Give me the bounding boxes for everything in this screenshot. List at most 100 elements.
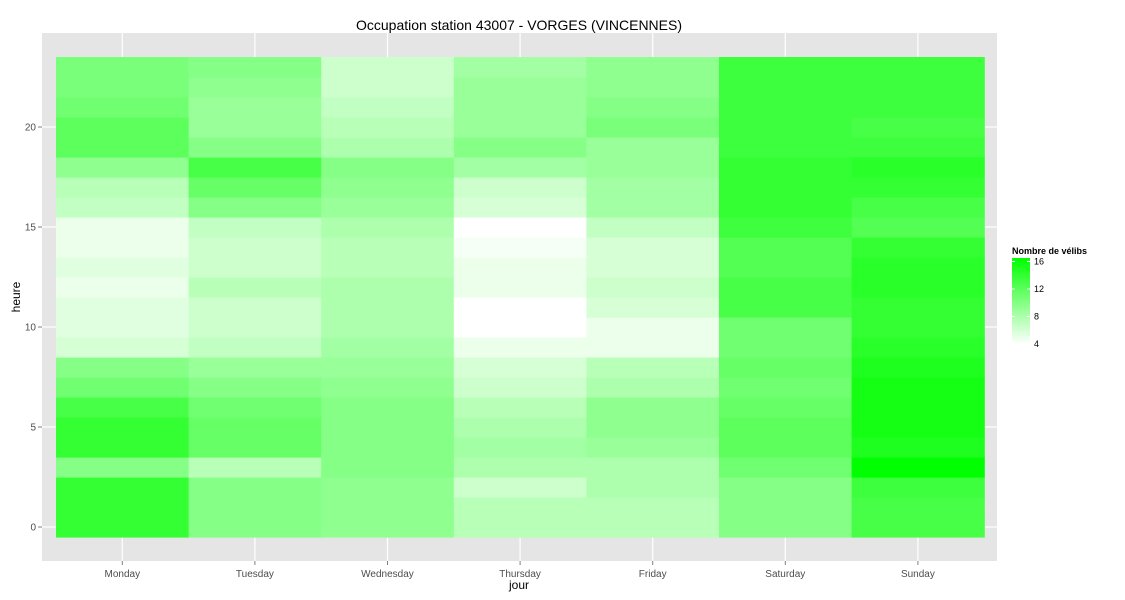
heatmap-tile xyxy=(56,397,190,418)
heatmap-tile xyxy=(56,257,190,278)
heatmap-tile xyxy=(851,57,985,78)
heatmap-tile xyxy=(851,457,985,478)
heatmap-tile xyxy=(719,237,853,258)
legend-color-step xyxy=(1012,316,1030,319)
heatmap-tile xyxy=(453,137,587,158)
heatmap-tile xyxy=(321,177,455,198)
heatmap-tile xyxy=(188,197,322,218)
heatmap-tile xyxy=(188,297,322,318)
heatmap-tile xyxy=(56,517,190,538)
legend-color-step xyxy=(1012,260,1030,263)
heatmap-tile xyxy=(719,137,853,158)
heatmap-tile xyxy=(321,517,455,538)
heatmap-tile xyxy=(321,237,455,258)
heatmap-tile xyxy=(851,517,985,538)
heatmap-tile xyxy=(453,117,587,138)
heatmap-tile xyxy=(321,317,455,338)
heatmap-tile xyxy=(56,437,190,458)
heatmap-tile xyxy=(56,137,190,158)
heatmap-tile xyxy=(453,377,587,398)
heatmap-tile xyxy=(851,397,985,418)
legend-color-step xyxy=(1012,298,1030,302)
legend-color-step xyxy=(1012,283,1030,287)
heatmap-tile xyxy=(851,337,985,358)
legend-color-step xyxy=(1012,337,1030,341)
heatmap-tile xyxy=(719,437,853,458)
legend-color-step xyxy=(1012,275,1030,278)
legend-color-step xyxy=(1012,273,1030,276)
heatmap-tile xyxy=(321,297,455,318)
heatmap-tile xyxy=(56,417,190,438)
heatmap-tile xyxy=(719,477,853,498)
legend-color-step xyxy=(1012,339,1030,343)
heatmap-tile xyxy=(321,257,455,278)
heatmap-tile xyxy=(719,257,853,278)
x-tick-label: Friday xyxy=(639,569,667,580)
plot-panel xyxy=(42,33,997,561)
heatmap-tile xyxy=(453,457,587,478)
heatmap-tile xyxy=(56,377,190,398)
legend-tick-label: 4 xyxy=(1034,339,1039,349)
heatmap-tile xyxy=(586,457,720,478)
heatmap-tile xyxy=(56,457,190,478)
heatmap-tile xyxy=(586,417,720,438)
heatmap-tile xyxy=(453,217,587,238)
heatmap-tile xyxy=(321,137,455,158)
heatmap-tile xyxy=(851,137,985,158)
legend-color-step xyxy=(1012,335,1030,339)
x-axis-label: jour xyxy=(508,578,529,592)
legend-color-step xyxy=(1012,331,1030,334)
heatmap-tile xyxy=(719,497,853,518)
heatmap-tile xyxy=(321,97,455,118)
heatmap-tile xyxy=(586,517,720,538)
legend-color-step xyxy=(1012,326,1030,330)
legend-tick-label: 12 xyxy=(1034,284,1044,294)
heatmap-tile xyxy=(321,217,455,238)
heatmap-tile xyxy=(719,217,853,238)
heatmap-tile xyxy=(586,437,720,458)
heatmap-tile xyxy=(851,417,985,438)
heatmap-tile xyxy=(719,157,853,178)
heatmap-tile xyxy=(188,377,322,398)
heatmap-tile xyxy=(188,517,322,538)
heatmap-tile xyxy=(719,357,853,378)
heatmap-tile xyxy=(586,317,720,338)
legend-tick-label: 8 xyxy=(1034,311,1039,321)
heatmap-tile xyxy=(321,357,455,378)
heatmap-tile xyxy=(453,297,587,318)
heatmap-tile xyxy=(453,437,587,458)
heatmap-tile xyxy=(321,377,455,398)
heatmap-tile xyxy=(719,77,853,98)
heatmap-tile xyxy=(188,177,322,198)
heatmap-tile xyxy=(851,177,985,198)
legend-color-step xyxy=(1012,333,1030,336)
heatmap-tile xyxy=(453,337,587,358)
heatmap-tile xyxy=(188,157,322,178)
heatmap-tile xyxy=(586,297,720,318)
y-tick-label: 15 xyxy=(25,223,37,234)
heatmap-tile xyxy=(719,377,853,398)
heatmap-tile xyxy=(56,277,190,298)
x-tick-label: Thursday xyxy=(499,569,541,580)
heatmap-tile xyxy=(719,277,853,298)
heatmap-tile xyxy=(188,337,322,358)
heatmap-tile xyxy=(188,237,322,258)
heatmap-tile xyxy=(321,457,455,478)
heatmap-tile xyxy=(719,117,853,138)
legend-color-step xyxy=(1012,341,1030,345)
legend-color-step xyxy=(1012,318,1030,321)
heatmap-tile xyxy=(453,177,587,198)
legend-color-step xyxy=(1012,281,1030,285)
heatmap-tile xyxy=(719,97,853,118)
heatmap-tile xyxy=(188,137,322,158)
heatmap-tile xyxy=(188,317,322,338)
heatmap-tile xyxy=(719,297,853,318)
heatmap-tile xyxy=(851,77,985,98)
heatmap-tile xyxy=(188,57,322,78)
legend-color-step xyxy=(1012,290,1030,293)
heatmap-tile xyxy=(851,257,985,278)
heatmap-tile xyxy=(321,417,455,438)
x-tick-label: Saturday xyxy=(765,569,805,580)
heatmap-tile xyxy=(586,57,720,78)
heatmap-tile xyxy=(56,117,190,138)
